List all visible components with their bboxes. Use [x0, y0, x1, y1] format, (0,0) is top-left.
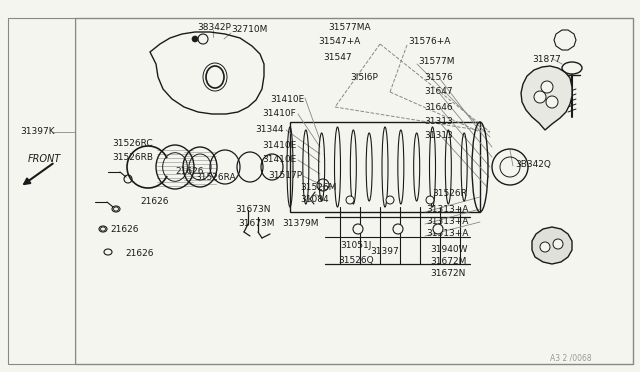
Text: 38342P: 38342P	[197, 22, 231, 32]
Text: 3I5I6P: 3I5I6P	[350, 73, 378, 81]
Text: 31517P: 31517P	[268, 171, 302, 180]
Text: 21626: 21626	[140, 198, 168, 206]
Text: 31084: 31084	[300, 196, 328, 205]
Text: 31313: 31313	[424, 118, 452, 126]
Polygon shape	[521, 66, 572, 130]
Circle shape	[553, 239, 563, 249]
Text: 31577M: 31577M	[418, 58, 454, 67]
Text: 31397: 31397	[370, 247, 399, 257]
Text: 31344: 31344	[255, 125, 284, 135]
Bar	[290, 122, 480, 212]
Text: 31576+A: 31576+A	[408, 38, 451, 46]
Text: 31646: 31646	[424, 103, 452, 112]
Text: 31940W: 31940W	[430, 246, 467, 254]
Text: 31410E: 31410E	[262, 141, 296, 151]
Bar	[75, 18, 633, 364]
Circle shape	[346, 196, 354, 204]
Bar	[8, 18, 75, 364]
Circle shape	[426, 196, 434, 204]
Text: 3B342Q: 3B342Q	[515, 160, 551, 169]
Text: 31379M: 31379M	[282, 219, 319, 228]
Text: 31672N: 31672N	[430, 269, 465, 279]
Text: 31313: 31313	[424, 131, 452, 140]
Text: 31526M: 31526M	[300, 183, 337, 192]
Text: A3 2 /0068: A3 2 /0068	[550, 353, 591, 362]
Circle shape	[433, 224, 443, 234]
Circle shape	[386, 196, 394, 204]
Circle shape	[192, 36, 198, 42]
Text: 31547: 31547	[323, 52, 351, 61]
Text: 21626: 21626	[110, 224, 138, 234]
Text: 31051J: 31051J	[340, 241, 371, 250]
Text: 31526RC: 31526RC	[112, 140, 152, 148]
Circle shape	[393, 224, 403, 234]
Circle shape	[541, 81, 553, 93]
Text: 21626: 21626	[175, 167, 204, 176]
Text: 31313+A: 31313+A	[426, 230, 468, 238]
Text: 31577MA: 31577MA	[328, 22, 371, 32]
Text: 31526Q: 31526Q	[338, 256, 374, 264]
Text: 31313+A: 31313+A	[426, 218, 468, 227]
Circle shape	[353, 224, 363, 234]
Text: 31410F: 31410F	[262, 109, 296, 119]
Text: 31576: 31576	[424, 73, 452, 81]
Text: 31877: 31877	[532, 55, 561, 64]
Text: 31547+A: 31547+A	[318, 38, 360, 46]
Text: 21626: 21626	[125, 250, 154, 259]
Text: 31313+A: 31313+A	[426, 205, 468, 215]
Circle shape	[534, 91, 546, 103]
Text: FRONT: FRONT	[28, 154, 61, 164]
Circle shape	[540, 242, 550, 252]
Text: 31672M: 31672M	[430, 257, 467, 266]
Text: 32710M: 32710M	[231, 26, 268, 35]
Text: 31397K: 31397K	[20, 128, 54, 137]
Text: 31410E: 31410E	[262, 155, 296, 164]
Text: 31410E: 31410E	[270, 94, 304, 103]
Text: 31673M: 31673M	[238, 219, 275, 228]
Text: 31526RA: 31526RA	[195, 173, 236, 182]
Circle shape	[546, 96, 558, 108]
Text: 31647: 31647	[424, 87, 452, 96]
Text: 31526RB: 31526RB	[112, 153, 153, 161]
Polygon shape	[532, 227, 572, 264]
Text: 31673N: 31673N	[235, 205, 271, 214]
Text: 31526R: 31526R	[432, 189, 467, 199]
